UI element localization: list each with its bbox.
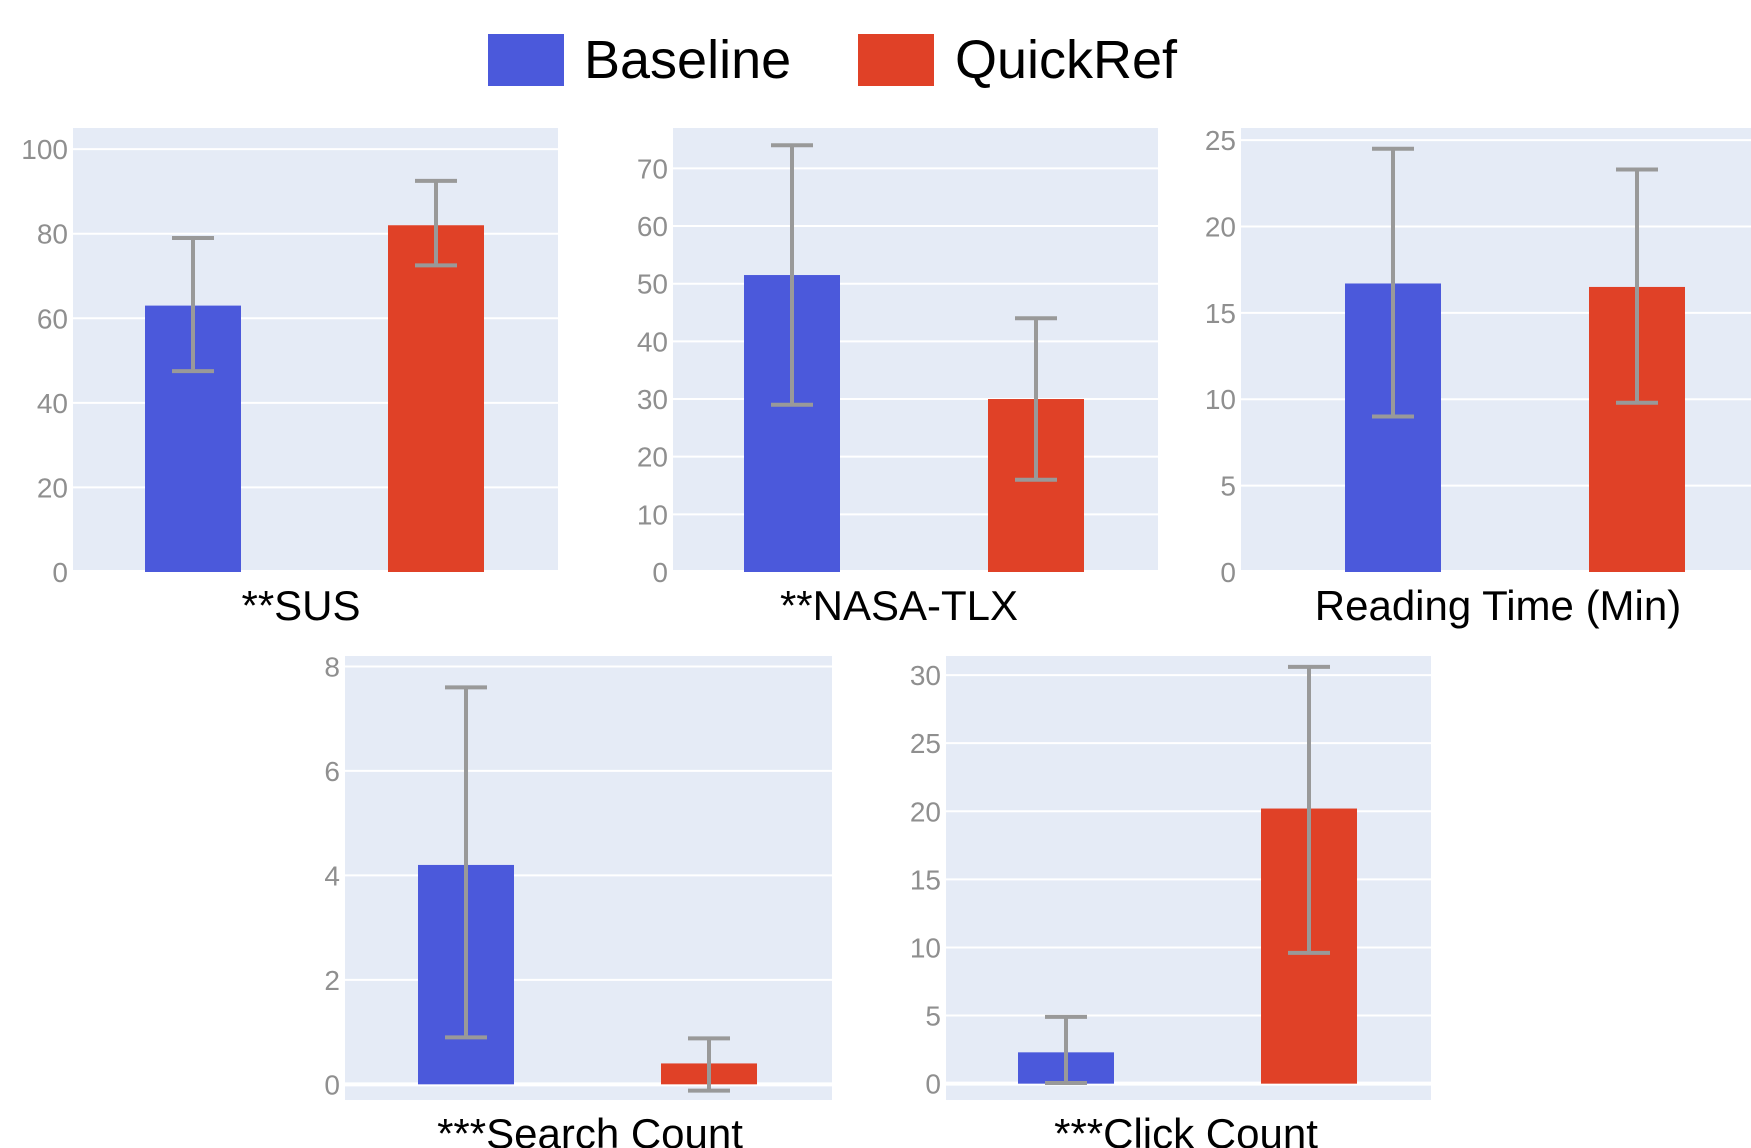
panel-title-sus: **SUS xyxy=(241,582,360,629)
y-tick-label: 2 xyxy=(324,965,340,996)
y-tick-label: 6 xyxy=(324,756,340,787)
y-tick-label: 10 xyxy=(637,499,668,530)
y-tick-label: 8 xyxy=(324,651,340,682)
panel-title-click-count: ***Click Count xyxy=(1054,1110,1318,1148)
panel-title-nasa-tlx: **NASA-TLX xyxy=(780,582,1018,629)
y-tick-label: 20 xyxy=(910,796,941,827)
y-tick-label: 5 xyxy=(1220,471,1236,502)
y-tick-label: 5 xyxy=(925,1001,941,1032)
y-tick-label: 20 xyxy=(1205,211,1236,242)
panel-sus: 0 20 40 60 80 100 xyxy=(21,128,558,588)
y-tick-label: 30 xyxy=(637,384,668,415)
y-tick-label: 20 xyxy=(37,472,68,503)
y-tick-label: 70 xyxy=(637,153,668,184)
legend-label-quickref: QuickRef xyxy=(955,30,1178,90)
y-tick-label: 25 xyxy=(1205,125,1236,156)
y-tick-label: 60 xyxy=(37,303,68,334)
legend: Baseline QuickRef xyxy=(488,30,1178,90)
panel-nasa-tlx: 0 10 20 30 40 50 60 70 xyxy=(637,128,1158,588)
y-tick-label: 40 xyxy=(37,388,68,419)
y-tick-label: 0 xyxy=(925,1069,941,1100)
panel-title-search-count: ***Search Count xyxy=(437,1110,743,1148)
y-tick-label: 0 xyxy=(652,557,668,588)
y-tick-label: 10 xyxy=(910,932,941,963)
y-tick-label: 25 xyxy=(910,728,941,759)
y-tick-label: 40 xyxy=(637,326,668,357)
y-tick-label: 10 xyxy=(1205,384,1236,415)
panel-reading-time: 0 5 10 15 20 25 xyxy=(1205,125,1751,588)
panel-search-count: 0 2 4 6 8 xyxy=(324,651,832,1100)
y-tick-label: 0 xyxy=(52,557,68,588)
y-tick-label: 100 xyxy=(21,134,68,165)
plot-area-click-count xyxy=(946,656,1431,1100)
y-tick-label: 15 xyxy=(910,864,941,895)
y-tick-label: 20 xyxy=(637,442,668,473)
y-tick-label: 30 xyxy=(910,660,941,691)
legend-label-baseline: Baseline xyxy=(584,30,791,90)
y-tick-label: 80 xyxy=(37,219,68,250)
y-tick-label: 60 xyxy=(637,211,668,242)
panel-click-count: 0 5 10 15 20 25 30 xyxy=(910,656,1431,1100)
y-tick-label: 0 xyxy=(324,1069,340,1100)
y-tick-label: 0 xyxy=(1220,557,1236,588)
y-tick-label: 15 xyxy=(1205,298,1236,329)
y-tick-label: 50 xyxy=(637,269,668,300)
y-tick-label: 4 xyxy=(324,860,340,891)
bar-quickref xyxy=(388,225,484,572)
panel-title-reading-time: Reading Time (Min) xyxy=(1315,582,1681,629)
legend-swatch-quickref xyxy=(858,34,934,86)
legend-swatch-baseline xyxy=(488,34,564,86)
